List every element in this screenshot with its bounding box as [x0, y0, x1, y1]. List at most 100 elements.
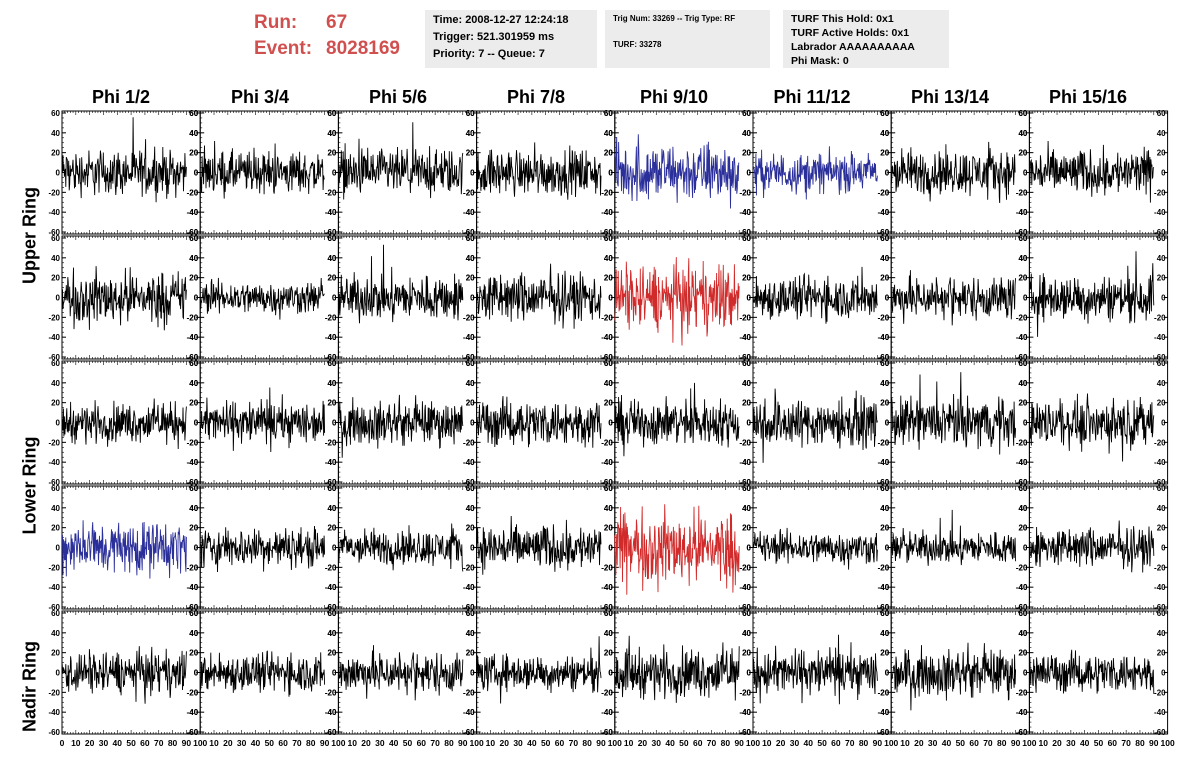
trigger-info-box: Trig Num: 33269 -- Trig Type: RF TURF: 3… [605, 10, 770, 68]
y-tick-label-right: 20 [466, 399, 475, 408]
y-tick-label: 40 [604, 379, 613, 388]
y-tick-label: -60 [187, 603, 199, 612]
y-tick-label-right: 0 [470, 544, 475, 553]
y-tick-label-right: 60 [604, 234, 613, 243]
y-tick-label: 20 [604, 524, 613, 533]
y-tick-label-right: -20 [325, 188, 337, 197]
y-tick-label: -60 [463, 228, 475, 237]
y-tick-label-right: -60 [325, 353, 337, 362]
y-tick-label-right: -20 [878, 438, 890, 447]
y-tick-label: 60 [51, 109, 60, 118]
y-tick-label: -20 [601, 313, 613, 322]
waveform-trace-r0-c2 [337, 122, 464, 200]
y-tick-label: 20 [51, 399, 60, 408]
y-tick-label-right: -40 [325, 208, 337, 217]
y-tick-label-right: -20 [463, 313, 475, 322]
column-header-phi-1-2: Phi 1/2 [91, 87, 151, 107]
y-tick-label: 60 [327, 359, 336, 368]
y-tick-label-right: 0 [194, 294, 199, 303]
y-tick-label-right: 60 [604, 359, 613, 368]
y-tick-label: 60 [466, 359, 475, 368]
column-header-phi-9-10: Phi 9/10 [639, 87, 709, 107]
y-tick-label-right: -20 [601, 438, 613, 447]
y-tick-label-right: 60 [742, 234, 751, 243]
y-tick-label-right: -40 [187, 333, 199, 342]
waveform-trace-r1-c0 [61, 266, 187, 331]
y-tick-label: -40 [601, 208, 613, 217]
y-tick-label: 0 [747, 169, 752, 178]
y-tick-label: -20 [463, 563, 475, 572]
y-tick-label-right: -60 [1154, 228, 1166, 237]
y-tick-label: -40 [878, 208, 890, 217]
y-tick-label: 40 [327, 504, 336, 513]
y-tick-label: -40 [1016, 208, 1028, 217]
y-tick-label-right: 40 [880, 254, 889, 263]
y-tick-label-right: 0 [332, 294, 337, 303]
y-tick-label: 0 [1023, 419, 1028, 428]
y-tick-label: 20 [604, 399, 613, 408]
y-tick-label: 40 [327, 129, 336, 138]
y-tick-label: -40 [325, 583, 337, 592]
y-tick-label: 40 [742, 254, 751, 263]
y-tick-label: 40 [189, 129, 198, 138]
y-tick-label-right: -40 [878, 333, 890, 342]
y-tick-label-right: 0 [470, 169, 475, 178]
run-value: 67 [326, 12, 348, 33]
y-tick-label: -60 [739, 478, 751, 487]
y-tick-label-right: 40 [604, 129, 613, 138]
y-tick-label: 40 [604, 504, 613, 513]
y-tick-label: 20 [51, 274, 60, 283]
y-tick-label-right: -20 [1154, 313, 1166, 322]
y-tick-label: 40 [327, 254, 336, 263]
y-tick-label: 20 [327, 149, 336, 158]
y-tick-label: 60 [189, 484, 198, 493]
y-tick-label-right: 60 [880, 234, 889, 243]
y-tick-label-right: 20 [466, 149, 475, 158]
y-tick-label: 20 [189, 149, 198, 158]
y-tick-label-right: -40 [1154, 333, 1166, 342]
y-tick-label: 60 [880, 234, 889, 243]
y-tick-label: 40 [51, 129, 60, 138]
y-tick-label: -60 [187, 228, 199, 237]
y-tick-label: 60 [742, 484, 751, 493]
turf-text: TURF: 33278 [613, 40, 662, 49]
y-tick-label-right: 40 [1018, 379, 1027, 388]
y-tick-label-right: 0 [885, 294, 890, 303]
y-tick-label: 60 [189, 359, 198, 368]
y-tick-label-right: 0 [194, 419, 199, 428]
waveform-trace-r1-c2 [337, 244, 464, 324]
y-tick-label-right: 0 [1023, 419, 1028, 428]
y-tick-label: 40 [327, 379, 336, 388]
y-tick-label-right: -20 [463, 188, 475, 197]
y-tick-label: 0 [1023, 294, 1028, 303]
waveform-trace-r1-c6 [890, 270, 1017, 326]
y-tick-label: -40 [48, 458, 60, 467]
y-tick-label: 20 [742, 524, 751, 533]
waveform-trace-r3-c1 [200, 525, 326, 573]
y-tick-label-right: -40 [601, 458, 613, 467]
waveform-trace-r2-c3 [476, 396, 602, 448]
y-tick-label-right: 60 [742, 484, 751, 493]
y-tick-label: 0 [470, 169, 475, 178]
y-tick-label: -20 [739, 313, 751, 322]
y-tick-label-right: 0 [1023, 169, 1028, 178]
y-tick-label-right: 60 [1018, 109, 1027, 118]
y-tick-label-right: -60 [601, 353, 613, 362]
y-tick-label: 0 [747, 294, 752, 303]
waveform-trace-r3-c0 [61, 520, 187, 579]
y-tick-label-right: -60 [601, 478, 613, 487]
y-tick-label: -40 [739, 583, 751, 592]
y-tick-label: -60 [601, 228, 613, 237]
y-tick-label-right: -40 [601, 333, 613, 342]
y-tick-label: 60 [604, 234, 613, 243]
y-tick-label-right: 60 [742, 109, 751, 118]
y-tick-label: -20 [187, 438, 199, 447]
y-tick-label-right: 40 [604, 254, 613, 263]
y-tick-label-right: -40 [1016, 333, 1028, 342]
y-tick-label-right: -40 [1016, 458, 1028, 467]
y-tick-label: 0 [332, 544, 337, 553]
y-tick-label-right: 20 [327, 149, 336, 158]
y-tick-label: -60 [1016, 228, 1028, 237]
y-tick-label: 60 [1018, 359, 1027, 368]
y-tick-label-right: -20 [878, 313, 890, 322]
